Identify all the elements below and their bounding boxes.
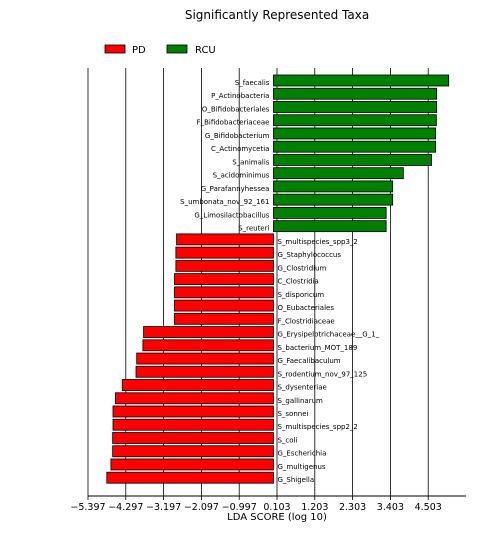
bar-S_multispecies_spp3_2 (176, 233, 274, 246)
legend-label-rcu: RCU (195, 45, 216, 56)
bar-G_Limosilactobacillus (273, 206, 387, 219)
bar-O_Eubacteriales (174, 299, 274, 312)
bar-label: O_Bifidobacteriales (202, 105, 270, 113)
bar-label: G_Shigella (277, 476, 314, 484)
bar-G_Shigella (106, 471, 274, 484)
bar-label: S_bacterium_MOT_189 (277, 344, 357, 352)
x-tick-label: 3.403 (377, 502, 404, 513)
bar-label: G_Bifidobacterium (205, 132, 270, 140)
x-tick-label: −5.397 (70, 502, 105, 513)
chart-title: Significantly Represented Taxa (185, 8, 369, 22)
x-tick-label: −2.097 (184, 502, 219, 513)
bar-S_animalis (273, 154, 432, 166)
bar-label: G_Staphylococcus (277, 251, 341, 259)
bar-label: F_Clostridiaceae (277, 317, 334, 325)
x-tick-label: 0.103 (263, 502, 290, 513)
bar-label: G_Parafannyhessea (201, 185, 270, 193)
legend-swatch-rcu (166, 44, 188, 54)
bar-G_Staphylococcus (175, 246, 274, 259)
bar-label: G_Escherichia (277, 450, 326, 458)
bar-label: S_dysenteriae (277, 384, 326, 392)
bars (106, 74, 450, 484)
bar-S_disporicum (174, 286, 274, 299)
bar-label: G_Limosilactobacillus (194, 211, 269, 219)
bar-G_Erysipelotrichaceae__G_1_ (143, 326, 274, 338)
x-axis-ticks: −5.397 −4.297 −3.197 −2.097 −0.997 0.103 1.203… (70, 496, 442, 513)
x-tick-label: −3.197 (146, 502, 181, 513)
bar-label: G_Faecalibaculum (277, 357, 340, 365)
legend-label-pd: PD (132, 45, 146, 56)
bar-S_gallinarum (114, 392, 274, 405)
bar-label: S_umbonata_nov_92_161 (180, 198, 269, 206)
bar-label: S_gallinarum (277, 397, 323, 405)
bar-label: S_reuteri (238, 225, 269, 233)
bar-label: G_Erysipelotrichaceae__G_1_ (277, 331, 379, 339)
bar-label: S_multispecies_spp2_2 (277, 423, 357, 431)
bar-S_rodentium_nov_97_125 (135, 365, 274, 378)
bar-G_Bifidobacterium (273, 127, 437, 140)
bar-label: S_disporicum (277, 291, 324, 299)
legend-swatch-pd (104, 44, 126, 54)
bar-label: F_Bifidobacteriaceae (197, 119, 270, 127)
x-tick-label: 2.303 (339, 502, 366, 513)
bar-label: S_animalis (232, 158, 270, 166)
bar-G_Clostridium (175, 259, 274, 272)
x-tick-label: −4.297 (108, 502, 143, 513)
bar-O_Bifidobacteriales (273, 101, 438, 113)
bar-label: S_multispecies_spp3_2 (277, 238, 357, 246)
bar-S_reuteri (273, 220, 387, 233)
bar-S_acidominimus (273, 167, 404, 180)
x-tick-label: −0.997 (222, 502, 257, 513)
bar-label: G_multigenus (277, 463, 325, 471)
bar-G_multigenus (110, 458, 274, 471)
bar-G_Faecalibaculum (136, 352, 274, 365)
bar-S_bacterium_MOT_189 (142, 339, 274, 352)
bar-F_Clostridiaceae (174, 312, 274, 325)
bar-label: O_Eubacteriales (277, 304, 334, 312)
bar-F_Bifidobacteriaceae (273, 114, 437, 127)
bar-label: C_Actinomycetia (211, 145, 269, 153)
bar-S_multispecies_spp2_2 (112, 418, 274, 431)
bar-label: C_Clostridia (277, 278, 318, 286)
bar-P_Actinobacteria (273, 87, 438, 100)
bar-S_coli (112, 432, 274, 444)
bar-labels: S_faecalis P_Actinobacteria O_Bifidobacter… (180, 79, 380, 484)
bar-label: P_Actinobacteria (211, 92, 269, 100)
bar-G_Parafannyhessea (273, 180, 394, 193)
bar-C_Clostridia (174, 273, 274, 286)
bar-label: G_Clostridium (277, 264, 326, 272)
x-axis-label: LDA SCORE (log 10) (227, 512, 327, 523)
bar-S_umbonata_nov_92_161 (273, 193, 394, 206)
bar-label: S_acidominimus (213, 172, 270, 180)
bar-S_faecalis (273, 74, 450, 87)
bar-label: S_rodentium_nov_97_125 (277, 370, 367, 378)
bar-G_Escherichia (112, 445, 274, 458)
bar-S_dysenteriae (121, 379, 274, 391)
bar-label: S_sonnei (277, 410, 308, 418)
bar-C_Actinomycetia (273, 140, 437, 153)
bar-label: S_coli (277, 436, 297, 444)
bar-label: S_faecalis (235, 79, 270, 87)
bar-S_sonnei (112, 405, 274, 418)
x-tick-label: 4.503 (415, 502, 442, 513)
legend: PD RCU (104, 44, 216, 56)
x-tick-label: 1.203 (301, 502, 328, 513)
